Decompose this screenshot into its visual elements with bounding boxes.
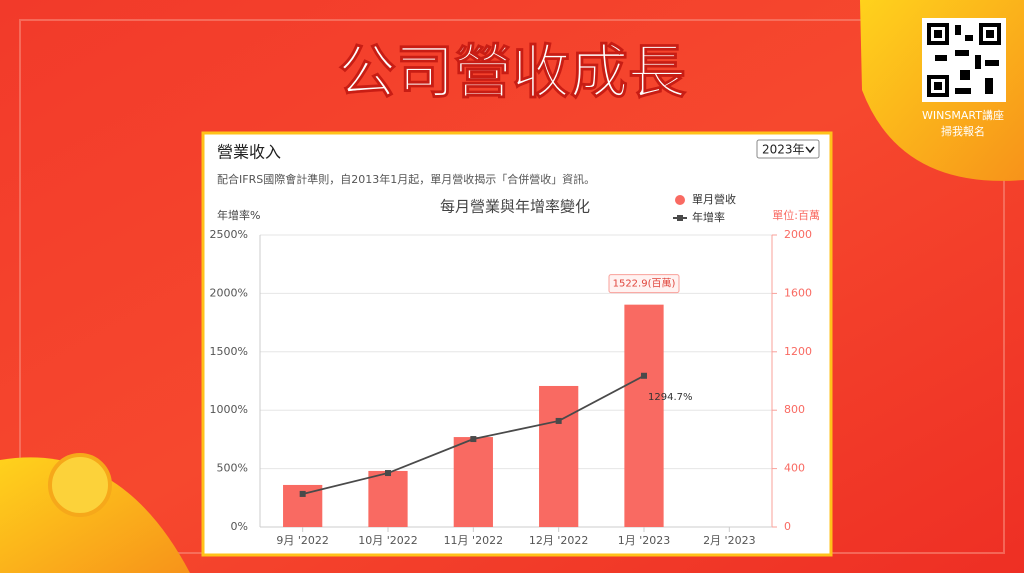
value-label-box	[608, 274, 680, 294]
bar	[624, 304, 664, 527]
line-point	[641, 372, 647, 379]
value-label: 1522.9(百萬)	[613, 277, 676, 290]
line-point	[555, 417, 562, 424]
qr-code	[922, 18, 1006, 102]
y2-tick-label: 400	[784, 462, 805, 475]
x-tick-label: 12月 '2022	[529, 534, 589, 547]
x-tick-label: 2月 '2023	[703, 534, 756, 547]
y2-tick-label: 2000	[784, 228, 812, 241]
y-tick-label: 0%	[231, 520, 248, 533]
y-tick-label: 2000%	[210, 286, 248, 299]
x-tick-label: 9月 '2022	[276, 534, 329, 547]
select-arrow	[805, 146, 815, 154]
x-tick-label: 11月 '2022	[444, 534, 504, 547]
y-tick-label: 2500%	[210, 228, 248, 241]
corner-decor	[0, 457, 190, 573]
line-point	[299, 490, 306, 497]
panel	[201, 131, 833, 557]
y-tick-label: 1000%	[210, 403, 248, 416]
qr-caption: 掃我報名	[941, 124, 985, 138]
legend-label: 單月營收	[692, 192, 736, 206]
y-tick-label: 1500%	[210, 345, 248, 358]
y-axis-title: 年增率%	[217, 208, 260, 222]
y2-tick-label: 1600	[784, 286, 812, 299]
line-point	[470, 436, 477, 443]
x-tick-label: 10月 '2022	[358, 534, 418, 547]
legend-marker	[675, 195, 685, 205]
y2-tick-label: 0	[784, 520, 791, 533]
banner-title: 公司營收成長	[338, 38, 687, 106]
x-tick-label: 1月 '2023	[618, 534, 671, 547]
legend-marker	[677, 215, 683, 221]
chart-title: 每月營業與年增率變化	[440, 198, 590, 216]
coin	[48, 453, 112, 517]
year-select-text[interactable]: 2023年	[762, 143, 805, 157]
y2-tick-label: 800	[784, 403, 805, 416]
bar	[539, 385, 579, 527]
value-label: 1294.7%	[648, 392, 693, 403]
bar	[368, 470, 408, 527]
legend-label: 年增率	[692, 210, 725, 224]
y-tick-label: 500%	[217, 462, 248, 475]
panel-title: 營業收入	[217, 143, 281, 162]
y2-tick-label: 1200	[784, 345, 812, 358]
panel-note: 配合IFRS國際會計準則，自2013年1月起，單月營收揭示「合併營收」資訊。	[217, 172, 595, 186]
year-select[interactable]	[756, 139, 820, 159]
y2-axis-title: 單位:百萬	[772, 208, 820, 222]
bar	[453, 437, 493, 527]
line-point	[385, 470, 391, 477]
qr-caption: WINSMART講座	[922, 108, 1004, 122]
